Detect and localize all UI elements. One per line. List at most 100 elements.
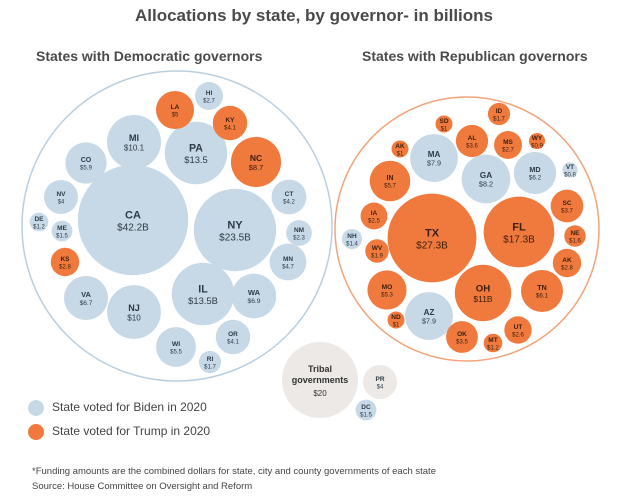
bubble-value-vt-1-26: $0.8 (564, 172, 576, 178)
bubble-value-oh-1-2: $11B (473, 294, 493, 304)
legend-swatch-trump (28, 424, 44, 440)
bubble-value-ga-1-3: $8.2 (479, 180, 493, 189)
bubble-label-oh-1-2: OH (476, 284, 490, 295)
bubble-value-mo-1-9: $5.3 (381, 292, 393, 298)
bubble-value-nv-0-16: $4 (58, 199, 65, 205)
bubble-label-md-1-6: MD (529, 165, 540, 174)
bubble-value-pr-2-1: $4 (377, 384, 384, 390)
bubble-value-nd-1-24: $1 (393, 322, 400, 328)
bubble-mt-1-21 (483, 333, 503, 353)
bubble-value-ct-0-13: $4.2 (283, 199, 295, 205)
bubble-value-pa-0-3: $13.5 (184, 154, 207, 165)
bubble-label-ak-1-13: AK (562, 257, 572, 264)
republican-governors-heading: States with Republican governors (362, 48, 588, 64)
legend-label-biden: State voted for Biden in 2020 (52, 400, 207, 415)
legend-item-trump: State voted for Trump in 2020 (28, 424, 210, 440)
bubble-label-ne-1-19: NE (570, 230, 580, 237)
bubble-ca-0-0 (77, 164, 189, 276)
bubble-value-ms-1-14: $2.7 (502, 147, 514, 153)
bubble-me-0-21 (51, 220, 73, 242)
bubble-value-wy-1-25: $0.9 (531, 143, 543, 149)
bubble-ak-1-13 (552, 248, 582, 278)
bubble-label-la-0-11: LA (171, 104, 180, 111)
bubble-value-de-0-22: $1.2 (33, 224, 45, 230)
bubble-ut-1-15 (504, 316, 532, 344)
bubble-or-0-15 (215, 319, 251, 355)
legend-swatch-biden (28, 400, 44, 416)
bubble-wa-0-7 (231, 273, 277, 319)
republican-group-ring (334, 96, 600, 362)
bubble-ne-1-19 (564, 225, 586, 247)
bubble-value-ca-0-0: $42.2B (117, 223, 149, 234)
bubble-label-ca-0-0: CA (125, 210, 141, 222)
bubble-value-ak-1-23: $1 (397, 151, 404, 157)
bubble-tn-1-7 (521, 270, 563, 312)
bubble-label-id-1-18: ID (496, 108, 503, 115)
bubble-ny-0-1 (193, 188, 277, 272)
footnote: *Funding amounts are the combined dollar… (32, 466, 436, 477)
bubble-value-hi-0-18: $2.7 (203, 98, 215, 104)
bubble-value-nj-0-5: $10 (127, 314, 141, 323)
bubble-md-1-6 (513, 151, 557, 195)
bubble-sc-1-10 (550, 189, 584, 223)
bubble-ri-0-20 (198, 350, 222, 374)
bubble-value-tx-1-0: $27.3B (416, 241, 448, 252)
bubble-value-or-0-15: $4.1 (227, 339, 239, 345)
bubble-az-1-5 (405, 292, 453, 340)
bubble-label-ct-0-13: CT (285, 191, 294, 198)
bubble-de-0-22 (29, 212, 49, 232)
bubble-nm-0-19 (286, 220, 312, 246)
bubble-wi-0-10 (156, 327, 196, 367)
bubble-value-sc-1-10: $3.7 (561, 208, 573, 214)
bubble-va-0-8 (64, 276, 108, 320)
bubble-label-al-1-11: AL (468, 135, 477, 142)
bubble-ak-1-23 (391, 140, 409, 158)
bubble-value-in-1-8: $5.7 (384, 182, 396, 189)
bubble-label-me-0-21: ME (57, 225, 67, 232)
bubble-label-ny-0-1: NY (227, 220, 243, 232)
bubble-value-ri-0-20: $1.7 (204, 364, 216, 370)
bubble-label-va-0-8: VA (81, 290, 91, 299)
bubble-value-sd-1-22: $1 (441, 126, 448, 132)
legend-item-biden: State voted for Biden in 2020 (28, 400, 207, 416)
bubble-hi-0-18 (195, 82, 223, 110)
bubble-label-ok-1-12: OK (457, 331, 467, 338)
bubble-label-sd-1-22: SD (439, 118, 448, 125)
bubble-label-tn-1-7: TN (537, 284, 546, 292)
bubble-label-ga-1-3: GA (480, 170, 492, 180)
bubble-value-tribal-governments-2-0: $20 (313, 389, 327, 398)
bubble-value-id-1-18: $1.7 (493, 116, 505, 122)
bubble-label-il-0-2: IL (198, 284, 208, 296)
bubble-label-or-0-15: OR (228, 331, 238, 338)
bubble-nc-0-6 (230, 136, 282, 188)
bubble-label-vt-1-26: VT (566, 164, 574, 171)
bubble-tx-1-0 (387, 193, 477, 283)
bubble-value-ut-1-15: $2.6 (512, 332, 524, 338)
source-note: Source: House Committee on Oversight and… (32, 481, 253, 492)
bubble-value-il-0-2: $13.5B (188, 295, 218, 306)
bubble-value-me-0-21: $1.5 (56, 233, 68, 239)
bubble-label-wi-0-10: WI (172, 341, 180, 348)
bubble-label-tx-1-0: TX (425, 228, 440, 240)
democratic-governors-heading: States with Democratic governors (36, 48, 263, 64)
bubble-label-mt-1-21: MT (488, 337, 497, 344)
bubble-ct-0-13 (271, 179, 307, 215)
bubble-il-0-2 (171, 262, 235, 326)
bubble-label-wa-0-7: WA (248, 288, 261, 297)
bubble-value-ny-0-1: $23.5B (219, 233, 251, 244)
bubble-label-pa-0-3: PA (189, 143, 203, 155)
bubble-label-dc-2-2: DC (361, 404, 371, 411)
bubble-nd-1-24 (387, 311, 405, 329)
bubble-mi-0-4 (106, 114, 162, 170)
bubble-value-mn-0-12: $4.7 (282, 264, 294, 270)
bubble-value-ak-1-13: $2.8 (561, 265, 573, 271)
bubble-fl-1-1 (483, 196, 555, 268)
bubble-value-tn-1-7: $6.1 (536, 293, 549, 300)
bubble-label-ak-1-23: AK (395, 143, 405, 150)
bubble-co-0-9 (65, 142, 107, 184)
bubble-label-sc-1-10: SC (562, 200, 571, 207)
bubble-id-1-18 (487, 102, 511, 126)
bubble-pr-2-1 (363, 365, 397, 399)
bubble-pa-0-3 (164, 121, 228, 185)
